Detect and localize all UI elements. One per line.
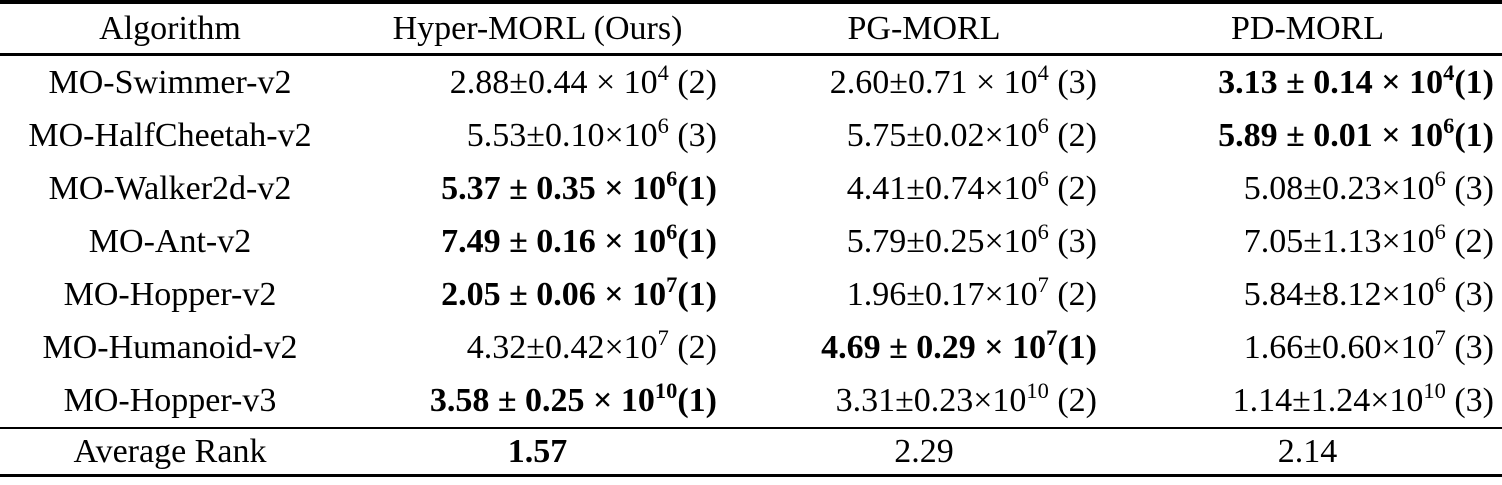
environment-name: MO-Swimmer-v2 [48,63,292,101]
header-row: Algorithm Hyper-MORL (Ours) PG-MORL PD-M… [0,2,1502,56]
average-rank-label: Average Rank [0,427,340,476]
col-header-pd-morl: PD-MORL [1113,2,1502,56]
pd-morl-value: 5.89 ± 0.01 × 106(1) [1218,113,1494,154]
pd-morl-value: 1.14±1.24×1010 (3) [1232,378,1494,419]
pg-morl-value: 2.60±0.71 × 104 (3) [829,60,1097,101]
environment-name: MO-HalfCheetah-v2 [28,116,312,154]
col-header-pg-morl: PG-MORL [735,2,1113,56]
environment-name: MO-Walker2d-v2 [48,169,292,207]
environment-name: MO-Ant-v2 [88,222,252,260]
average-rank-pd-morl: 2.14 [1113,427,1502,476]
pg-morl-value: 5.75±0.02×106 (2) [846,113,1097,154]
hyper-morl-value: 5.37 ± 0.35 × 106(1) [441,166,717,207]
hyper-morl-value: 2.88±0.44 × 104 (2) [449,60,717,101]
pg-morl-value: 4.41±0.74×106 (2) [846,166,1097,207]
table-row: MO-Hopper-v3 3.58 ± 0.25 × 1010(1) 3.31±… [0,374,1502,428]
table-row: MO-Walker2d-v2 5.37 ± 0.35 × 106(1) 4.41… [0,162,1502,215]
pd-morl-value: 7.05±1.13×106 (2) [1243,219,1494,260]
pg-morl-value: 3.31±0.23×1010 (2) [835,378,1097,419]
environment-name: MO-Humanoid-v2 [42,328,298,366]
col-header-algorithm: Algorithm [0,2,340,56]
pd-morl-value: 1.66±0.60×107 (3) [1243,325,1494,366]
pd-morl-value: 3.13 ± 0.14 × 104(1) [1218,60,1494,101]
hyper-morl-value: 5.53±0.10×106 (3) [466,113,717,154]
pg-morl-value: 5.79±0.25×106 (3) [846,219,1097,260]
hyper-morl-value: 2.05 ± 0.06 × 107(1) [441,272,717,313]
table-row: MO-Hopper-v2 2.05 ± 0.06 × 107(1) 1.96±0… [0,268,1502,321]
hyper-morl-value: 3.58 ± 0.25 × 1010(1) [429,378,717,419]
table-row: MO-HalfCheetah-v2 5.53±0.10×106 (3) 5.75… [0,109,1502,162]
table-row: MO-Humanoid-v2 4.32±0.42×107 (2) 4.69 ± … [0,321,1502,374]
pg-morl-value: 1.96±0.17×107 (2) [846,272,1097,313]
environment-name: MO-Hopper-v3 [63,381,277,419]
average-rank-hyper-morl: 1.57 [340,427,735,476]
average-rank-row: Average Rank 1.57 2.29 2.14 [0,427,1502,476]
pg-morl-value: 4.69 ± 0.29 × 107(1) [821,325,1097,366]
table-row: MO-Swimmer-v2 2.88±0.44 × 104 (2) 2.60±0… [0,55,1502,110]
environment-name: MO-Hopper-v2 [63,275,277,313]
average-rank-pg-morl: 2.29 [735,427,1113,476]
hyper-morl-value: 7.49 ± 0.16 × 106(1) [441,219,717,260]
col-header-hyper-morl: Hyper-MORL (Ours) [340,2,735,56]
table-row: MO-Ant-v2 7.49 ± 0.16 × 106(1) 5.79±0.25… [0,215,1502,268]
pd-morl-value: 5.84±8.12×106 (3) [1243,272,1494,313]
hyper-morl-value: 4.32±0.42×107 (2) [466,325,717,366]
pd-morl-value: 5.08±0.23×106 (3) [1243,166,1494,207]
